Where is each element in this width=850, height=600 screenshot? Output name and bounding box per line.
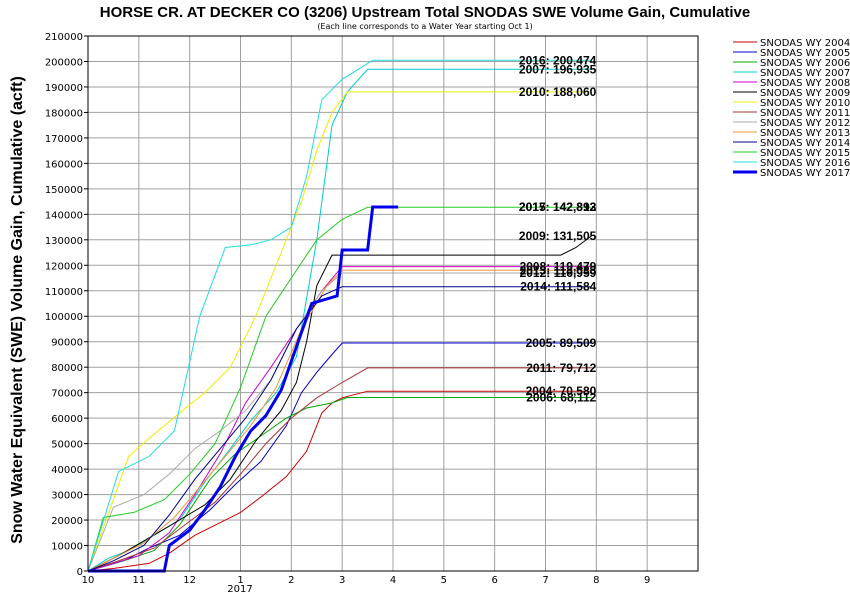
x-tick-label: 6	[491, 575, 497, 586]
series-line	[87, 91, 592, 572]
chart-subtitle: (Each line corresponds to a Water Year s…	[317, 22, 532, 31]
legend-entry-label: SNODAS WY 2012	[760, 118, 850, 129]
legend-entry-label: SNODAS WY 2011	[760, 108, 850, 119]
y-tick-label: 150000	[45, 185, 83, 196]
series-line	[87, 286, 592, 572]
y-tick-label: 80000	[51, 363, 83, 374]
legend-entry-label: SNODAS WY 2017	[760, 168, 850, 179]
legend-entry-label: SNODAS WY 2010	[760, 98, 850, 109]
x-tick-label: 7	[542, 575, 548, 586]
legend-entry-label: SNODAS WY 2009	[760, 88, 850, 99]
x-tick-label: 4	[390, 575, 396, 586]
series-end-label: 2007: 196,935	[519, 62, 597, 76]
series-end-label: 2004: 70,580	[526, 384, 597, 398]
legend-entry-label: SNODAS WY 2007	[760, 68, 850, 79]
series-line	[87, 367, 592, 572]
y-tick-label: 110000	[45, 287, 83, 298]
y-axis-label: Snow Water Equivalent (SWE) Volume Gain,…	[9, 76, 26, 544]
y-tick-label: 160000	[45, 159, 83, 170]
x-tick-label: 8	[593, 575, 599, 586]
legend-entry-label: SNODAS WY 2015	[760, 148, 850, 159]
legend-entry-label: SNODAS WY 2008	[760, 78, 850, 89]
series-end-label: 2011: 79,712	[526, 361, 596, 375]
y-tick-label: 10000	[51, 542, 83, 553]
y-tick-label: 120000	[45, 261, 83, 272]
series-end-label: 2009: 131,505	[519, 229, 597, 243]
x-tick-label: 5	[441, 575, 447, 586]
x-tick-label: 3	[339, 575, 345, 586]
series-line	[87, 206, 592, 572]
x-tick-label: 11	[132, 575, 145, 586]
series-end-label: 2017: 142,893	[519, 200, 597, 214]
series-end-label: 2006: 68,112	[526, 390, 596, 404]
series-end-label: 2013: 118,033	[520, 263, 597, 277]
legend-entry-label: SNODAS WY 2013	[760, 128, 850, 139]
y-tick-label: 180000	[45, 108, 83, 119]
series-end-label: 2016: 200,474	[519, 53, 597, 67]
x-tick-label: 10	[82, 575, 95, 586]
series-end-label: 2014: 111,584	[520, 280, 596, 294]
x-tick-label: 9	[644, 575, 650, 586]
x-tick-label: 12	[183, 575, 196, 586]
series-lines	[87, 59, 592, 573]
y-tick-label: 130000	[45, 236, 83, 247]
y-tick-label: 210000	[45, 32, 83, 43]
y-tick-label: 100000	[45, 312, 83, 323]
y-tick-label: 90000	[51, 338, 83, 349]
series-end-labels: 2004: 70,580 2005: 89,509 2006: 68,112 2007…	[519, 53, 597, 404]
series-line	[87, 390, 592, 572]
y-tick-label: 170000	[45, 134, 83, 145]
series-end-label: 2010: 188,060	[519, 85, 597, 99]
legend-entry-label: SNODAS WY 2004	[760, 38, 850, 49]
y-tick-label: 0	[77, 567, 83, 578]
plot-area-frame	[87, 35, 699, 572]
x-tick-label: 1	[237, 575, 243, 586]
y-axis-ticks: 0 10000 20000 30000 40000 50000 60000 70000 8000…	[45, 32, 88, 578]
y-tick-label: 40000	[51, 465, 83, 476]
series-end-label: 2008: 119,479	[520, 260, 597, 274]
chart-title: HORSE CR. AT DECKER CO (3206) Upstream T…	[100, 4, 750, 21]
series-line	[87, 68, 592, 572]
series-line	[87, 235, 592, 572]
legend-entry-label: SNODAS WY 2016	[760, 158, 850, 169]
series-line	[87, 59, 592, 572]
series-end-label: 2005: 89,509	[526, 336, 597, 350]
legend-entry-label: SNODAS WY 2006	[760, 58, 850, 69]
series-end-label: 2012: 116,959	[520, 266, 597, 280]
series-line	[87, 266, 592, 572]
legend-entry-label: SNODAS WY 2014	[760, 138, 850, 149]
y-tick-label: 70000	[51, 389, 83, 400]
y-tick-label: 50000	[51, 440, 83, 451]
x-tick-label: 2	[288, 575, 294, 586]
series-line	[88, 205, 399, 573]
series-line	[87, 269, 592, 572]
y-tick-label: 200000	[45, 57, 83, 68]
y-tick-label: 140000	[45, 210, 83, 221]
y-tick-label: 190000	[45, 83, 83, 94]
y-tick-label: 60000	[51, 414, 83, 425]
series-end-label: 2015: 142,812	[519, 200, 597, 214]
x-axis-year-label: 2017	[227, 584, 252, 595]
legend-entry-label: SNODAS WY 2005	[760, 48, 850, 59]
x-axis-ticks: 10 11 12 1 2 3 4 5 6 7 8 9	[82, 575, 651, 586]
y-tick-label: 30000	[51, 491, 83, 502]
y-tick-label: 20000	[51, 516, 83, 527]
